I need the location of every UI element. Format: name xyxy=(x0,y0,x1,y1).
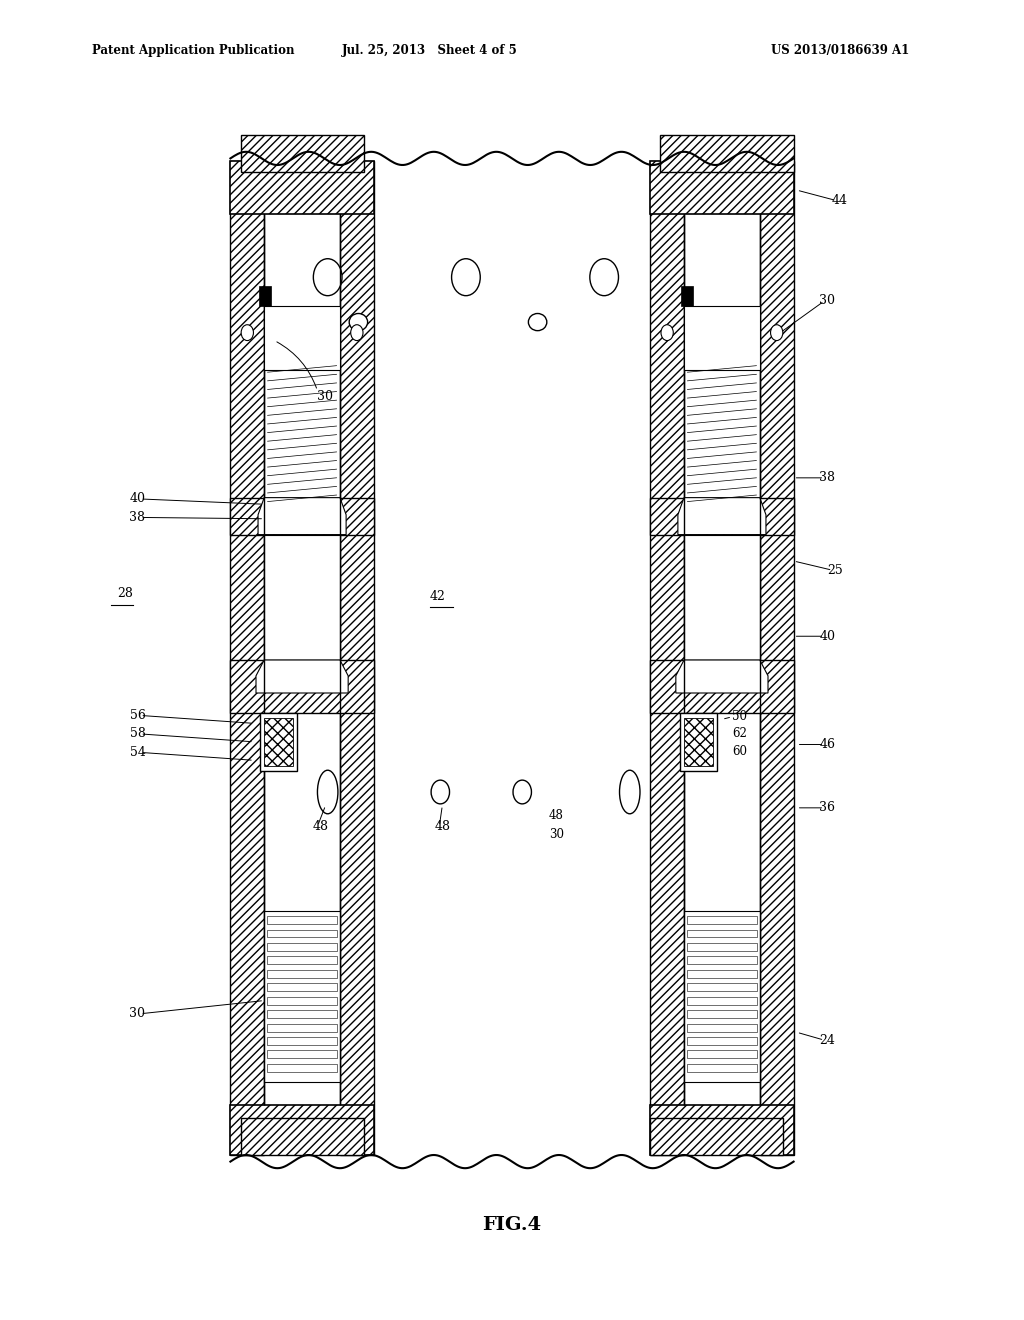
Bar xyxy=(650,1105,794,1155)
Bar xyxy=(687,1010,757,1018)
Text: US 2013/0186639 A1: US 2013/0186639 A1 xyxy=(770,44,909,57)
Text: 44: 44 xyxy=(831,194,848,207)
Bar xyxy=(267,1051,337,1059)
Bar xyxy=(267,1023,337,1031)
Bar xyxy=(687,1064,757,1072)
Bar xyxy=(264,535,340,660)
Text: 28: 28 xyxy=(117,587,133,601)
Circle shape xyxy=(313,259,342,296)
Bar xyxy=(687,1038,757,1045)
Circle shape xyxy=(590,259,618,296)
Text: 46: 46 xyxy=(819,738,836,751)
Bar xyxy=(650,660,794,713)
Bar xyxy=(267,1038,337,1045)
Bar xyxy=(267,970,337,978)
Bar xyxy=(264,718,293,766)
Bar xyxy=(687,929,757,937)
Text: 38: 38 xyxy=(129,511,145,524)
Bar xyxy=(681,286,693,306)
Bar xyxy=(267,983,337,991)
Text: 30: 30 xyxy=(129,1007,145,1020)
Text: 25: 25 xyxy=(827,564,843,577)
Bar xyxy=(650,498,794,535)
Text: 30: 30 xyxy=(317,389,334,403)
Bar xyxy=(660,135,794,172)
Ellipse shape xyxy=(513,780,531,804)
Bar xyxy=(264,306,340,370)
Bar xyxy=(230,161,264,1155)
Bar xyxy=(267,929,337,937)
Text: 62: 62 xyxy=(732,727,748,741)
Bar xyxy=(760,161,794,1155)
Polygon shape xyxy=(678,498,766,535)
Text: 48: 48 xyxy=(434,820,451,833)
Bar xyxy=(650,1118,783,1155)
Circle shape xyxy=(770,325,782,341)
Bar xyxy=(684,535,760,660)
Bar xyxy=(687,957,757,965)
Circle shape xyxy=(662,325,674,341)
Text: 30: 30 xyxy=(819,294,836,308)
Circle shape xyxy=(452,259,480,296)
Bar xyxy=(267,916,337,924)
Bar xyxy=(687,916,757,924)
Text: 40: 40 xyxy=(819,630,836,643)
Bar xyxy=(267,957,337,965)
Text: 56: 56 xyxy=(129,709,145,722)
Bar xyxy=(259,286,271,306)
Text: 36: 36 xyxy=(819,801,836,814)
Text: 42: 42 xyxy=(430,590,446,603)
Bar xyxy=(264,911,340,1082)
Ellipse shape xyxy=(528,314,547,331)
Text: Jul. 25, 2013   Sheet 4 of 5: Jul. 25, 2013 Sheet 4 of 5 xyxy=(342,44,518,57)
Text: 48: 48 xyxy=(312,820,329,833)
Bar xyxy=(687,1023,757,1031)
Polygon shape xyxy=(258,498,346,535)
Text: 38: 38 xyxy=(819,471,836,484)
Text: 48: 48 xyxy=(549,809,564,822)
Bar xyxy=(340,161,374,1155)
Bar xyxy=(680,713,717,771)
Circle shape xyxy=(242,325,254,341)
Bar xyxy=(684,911,760,1082)
Ellipse shape xyxy=(431,780,450,804)
Text: 30: 30 xyxy=(549,828,564,841)
Bar xyxy=(267,942,337,950)
Bar xyxy=(267,1064,337,1072)
Bar xyxy=(241,135,364,172)
Polygon shape xyxy=(256,660,348,693)
Bar xyxy=(684,718,713,766)
Text: Patent Application Publication: Patent Application Publication xyxy=(92,44,295,57)
Text: 50: 50 xyxy=(732,710,748,723)
Bar xyxy=(260,713,297,771)
Bar xyxy=(230,161,374,214)
Bar xyxy=(684,306,760,370)
Text: 60: 60 xyxy=(732,744,748,758)
Bar xyxy=(230,498,374,535)
Text: FIG.4: FIG.4 xyxy=(482,1216,542,1234)
Bar xyxy=(241,1118,364,1155)
Bar xyxy=(650,161,794,214)
Ellipse shape xyxy=(317,771,338,813)
Bar xyxy=(687,1051,757,1059)
Text: 54: 54 xyxy=(129,746,145,759)
Bar xyxy=(687,983,757,991)
Bar xyxy=(230,660,374,713)
Circle shape xyxy=(350,325,364,341)
Text: 58: 58 xyxy=(129,727,145,741)
Bar xyxy=(230,1105,374,1155)
Bar xyxy=(687,942,757,950)
Text: 24: 24 xyxy=(819,1034,836,1047)
Ellipse shape xyxy=(620,771,640,813)
Text: 40: 40 xyxy=(129,492,145,506)
Bar xyxy=(267,997,337,1005)
Bar xyxy=(687,970,757,978)
Bar xyxy=(267,1010,337,1018)
Bar xyxy=(687,997,757,1005)
Polygon shape xyxy=(676,660,768,693)
Ellipse shape xyxy=(349,314,368,331)
Bar xyxy=(650,161,684,1155)
